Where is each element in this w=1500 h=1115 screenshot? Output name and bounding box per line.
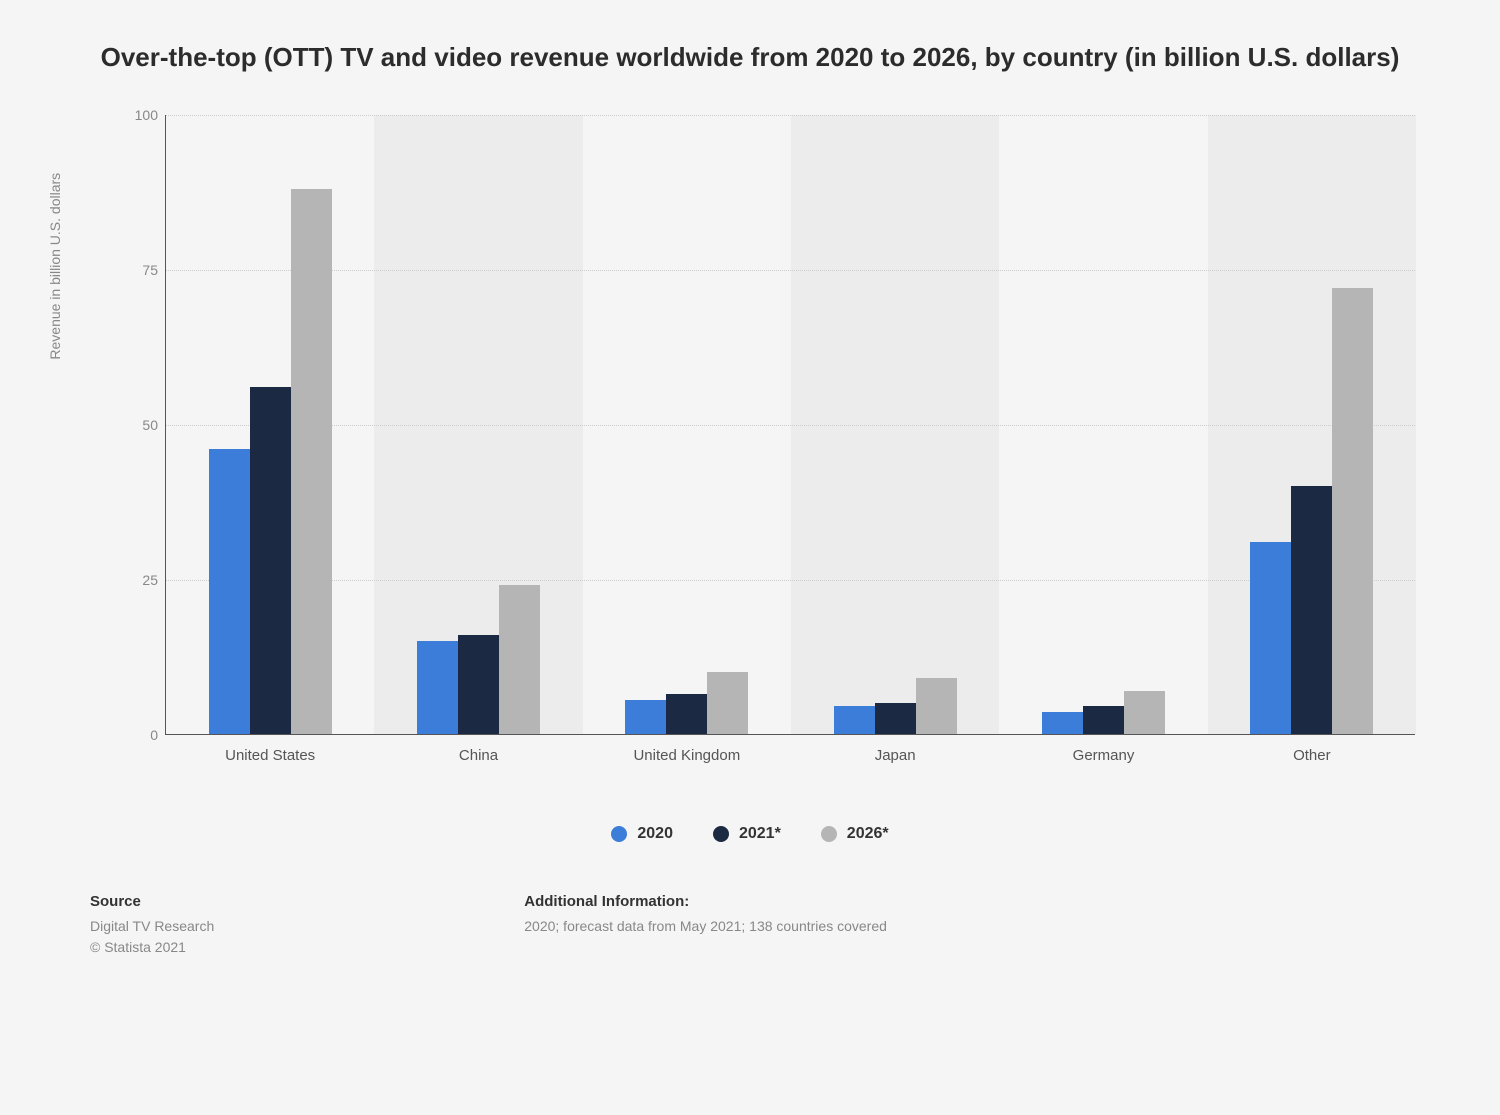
- legend-swatch-icon: [713, 826, 729, 842]
- bar: [458, 635, 499, 734]
- copyright-text: © Statista 2021: [90, 937, 214, 958]
- bar: [250, 387, 291, 734]
- additional-info-block: Additional Information: 2020; forecast d…: [524, 893, 887, 958]
- grid-line: [166, 425, 1415, 426]
- legend-label: 2021*: [739, 825, 781, 843]
- x-tick-label: Japan: [875, 747, 916, 764]
- bar: [707, 672, 748, 734]
- legend-swatch-icon: [821, 826, 837, 842]
- x-tick-label: United States: [225, 747, 315, 764]
- grid-line: [166, 270, 1415, 271]
- x-tick-label: United Kingdom: [633, 747, 740, 764]
- source-label: Source: [90, 893, 214, 910]
- legend-label: 2020: [637, 825, 673, 843]
- y-tick-label: 50: [118, 417, 158, 433]
- legend: 2020 2021* 2026*: [50, 825, 1450, 843]
- info-label: Additional Information:: [524, 893, 887, 910]
- bar: [1291, 486, 1332, 734]
- source-block: Source Digital TV Research © Statista 20…: [90, 893, 214, 958]
- bar: [1083, 706, 1124, 734]
- bar: [625, 700, 666, 734]
- bar: [1332, 288, 1373, 734]
- y-tick-label: 75: [118, 262, 158, 278]
- bar: [209, 449, 250, 734]
- bar: [834, 706, 875, 734]
- legend-item[interactable]: 2021*: [713, 825, 781, 843]
- info-text: 2020; forecast data from May 2021; 138 c…: [524, 916, 887, 937]
- x-tick-label: China: [459, 747, 498, 764]
- y-tick-label: 25: [118, 572, 158, 588]
- x-tick-label: Germany: [1073, 747, 1135, 764]
- grid-line: [166, 580, 1415, 581]
- bar: [916, 678, 957, 734]
- chart-title: Over-the-top (OTT) TV and video revenue …: [100, 40, 1400, 75]
- y-tick-label: 100: [118, 107, 158, 123]
- legend-swatch-icon: [611, 826, 627, 842]
- y-axis-label: Revenue in billion U.S. dollars: [47, 173, 63, 360]
- bar: [1124, 691, 1165, 734]
- plot-area: 0255075100United StatesChinaUnited Kingd…: [165, 115, 1415, 735]
- y-tick-label: 0: [118, 727, 158, 743]
- bar: [291, 189, 332, 735]
- bar: [417, 641, 458, 734]
- grid-line: [166, 115, 1415, 116]
- bar: [666, 694, 707, 734]
- bar: [1042, 712, 1083, 734]
- legend-item[interactable]: 2026*: [821, 825, 889, 843]
- chart-container: Revenue in billion U.S. dollars 02550751…: [75, 105, 1425, 785]
- bar: [499, 585, 540, 734]
- chart-footer: Source Digital TV Research © Statista 20…: [50, 893, 1450, 958]
- source-text: Digital TV Research: [90, 916, 214, 937]
- x-tick-label: Other: [1293, 747, 1331, 764]
- bar: [875, 703, 916, 734]
- legend-item[interactable]: 2020: [611, 825, 673, 843]
- legend-label: 2026*: [847, 825, 889, 843]
- bar: [1250, 542, 1291, 734]
